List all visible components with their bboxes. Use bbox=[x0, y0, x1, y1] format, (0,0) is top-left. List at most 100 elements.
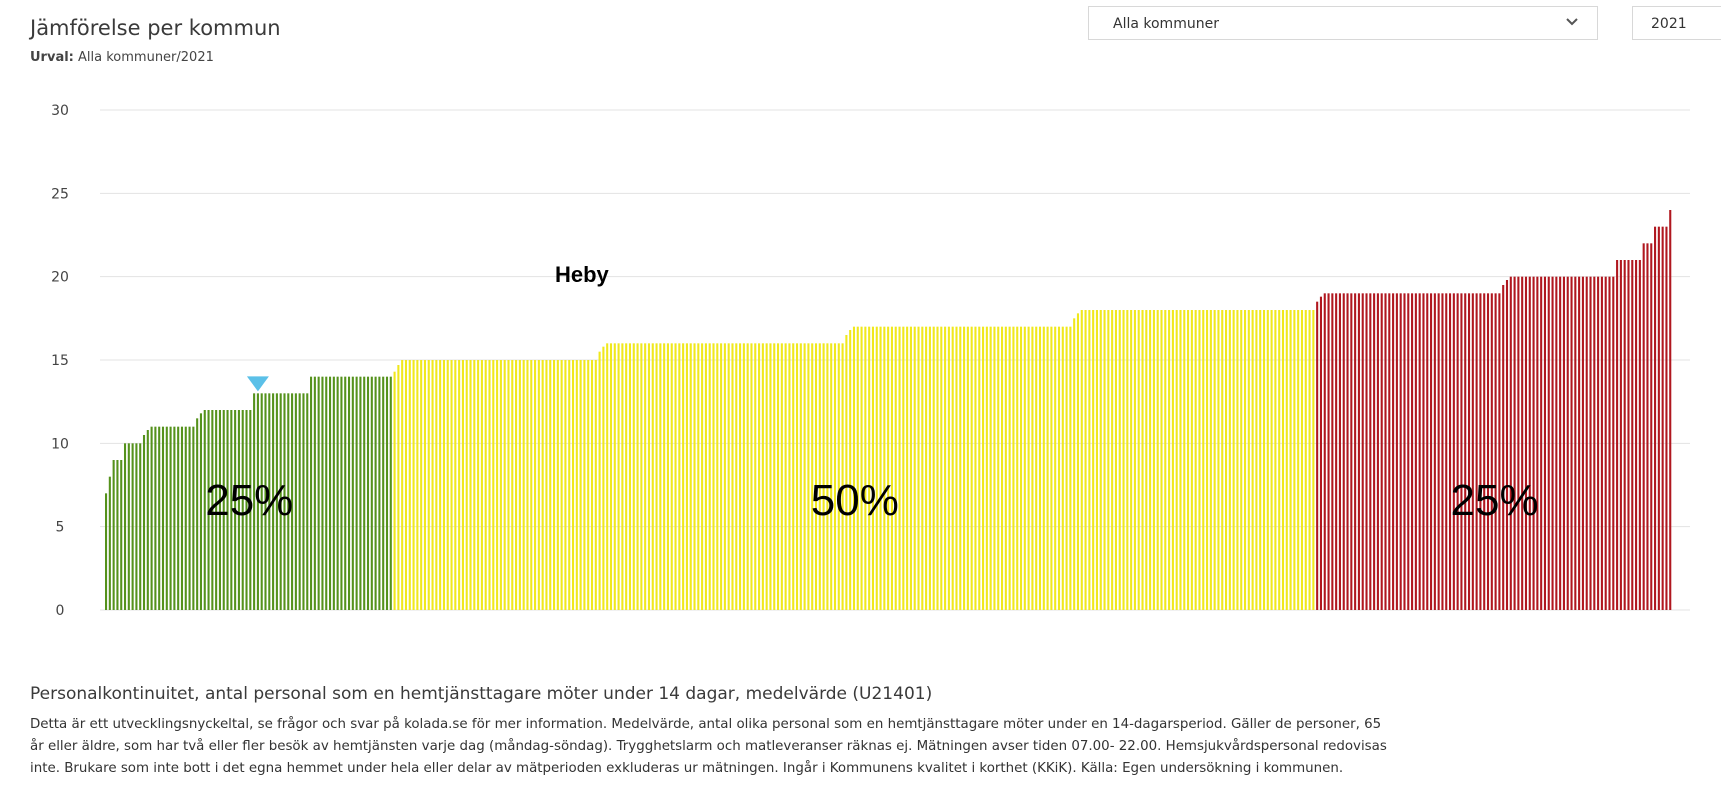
bar bbox=[1156, 310, 1159, 610]
bar bbox=[496, 360, 499, 610]
bar bbox=[1099, 310, 1102, 610]
bar bbox=[894, 326, 897, 610]
bar bbox=[1422, 293, 1425, 610]
bar bbox=[1001, 326, 1004, 610]
bar bbox=[1578, 276, 1581, 610]
bar bbox=[1221, 310, 1224, 610]
bar bbox=[283, 393, 286, 610]
bar bbox=[928, 326, 931, 610]
year-select[interactable]: 2021 bbox=[1632, 6, 1721, 40]
page-title: Jämförelse per kommun bbox=[30, 16, 281, 40]
bar bbox=[192, 426, 195, 610]
bar bbox=[784, 343, 787, 610]
bar bbox=[754, 343, 757, 610]
bar bbox=[1638, 260, 1641, 610]
bar bbox=[674, 343, 677, 610]
bar bbox=[1080, 310, 1083, 610]
bar bbox=[184, 426, 187, 610]
bar bbox=[799, 343, 802, 610]
bar bbox=[1426, 293, 1429, 610]
bar bbox=[925, 326, 928, 610]
bar bbox=[268, 393, 271, 610]
bar bbox=[613, 343, 616, 610]
bar bbox=[420, 360, 423, 610]
bar bbox=[105, 493, 108, 610]
bar bbox=[902, 326, 905, 610]
bar bbox=[913, 326, 916, 610]
bar bbox=[180, 426, 184, 610]
bar bbox=[1555, 276, 1558, 610]
municipality-select-value: Alla kommuner bbox=[1113, 16, 1219, 32]
bar bbox=[1612, 276, 1615, 610]
bar bbox=[1190, 310, 1193, 610]
bar bbox=[704, 343, 707, 610]
bar bbox=[1361, 293, 1364, 610]
bar bbox=[932, 326, 935, 610]
bar bbox=[1600, 276, 1603, 610]
bar bbox=[249, 410, 252, 610]
bar bbox=[196, 418, 199, 610]
bar bbox=[1316, 301, 1319, 610]
bar bbox=[845, 335, 848, 610]
bar bbox=[1433, 293, 1436, 610]
municipality-select[interactable]: Alla kommuner bbox=[1088, 6, 1598, 40]
bar bbox=[1202, 310, 1205, 610]
bar bbox=[298, 393, 301, 610]
bar bbox=[739, 343, 742, 610]
bar bbox=[936, 326, 939, 610]
bar bbox=[1384, 293, 1387, 610]
bar bbox=[1475, 293, 1478, 610]
bar bbox=[188, 426, 191, 610]
bar bbox=[1509, 276, 1512, 610]
bar bbox=[1335, 293, 1338, 610]
bar bbox=[769, 343, 772, 610]
bar bbox=[1373, 293, 1376, 610]
bar bbox=[230, 410, 233, 610]
bar bbox=[868, 326, 871, 610]
bar bbox=[408, 360, 411, 610]
bar bbox=[450, 360, 453, 610]
bar bbox=[818, 343, 821, 610]
bar bbox=[1551, 276, 1554, 610]
bar bbox=[534, 360, 537, 610]
bar bbox=[1581, 276, 1584, 610]
bar bbox=[275, 393, 278, 610]
bar bbox=[1619, 260, 1622, 610]
bar bbox=[1084, 310, 1087, 610]
bar bbox=[135, 443, 138, 610]
bar bbox=[944, 326, 947, 610]
bar bbox=[712, 343, 715, 610]
bar bbox=[146, 430, 149, 610]
bar bbox=[1050, 326, 1053, 610]
bar bbox=[203, 410, 206, 610]
bar bbox=[477, 360, 480, 610]
bar bbox=[921, 326, 924, 610]
bar bbox=[1114, 310, 1117, 610]
bar bbox=[1566, 276, 1569, 610]
bar bbox=[1456, 293, 1459, 610]
bar bbox=[879, 326, 882, 610]
bar bbox=[1107, 310, 1110, 610]
bar bbox=[480, 360, 483, 610]
bar bbox=[511, 360, 514, 610]
bar bbox=[1327, 293, 1330, 610]
bar bbox=[803, 343, 806, 610]
bar bbox=[826, 343, 829, 610]
bar bbox=[1213, 310, 1216, 610]
bar bbox=[849, 330, 852, 610]
bar bbox=[860, 326, 863, 610]
bar bbox=[1243, 310, 1247, 610]
bar bbox=[1232, 310, 1235, 610]
bar bbox=[940, 326, 943, 610]
bar bbox=[1289, 310, 1292, 610]
bar bbox=[150, 426, 153, 610]
bar bbox=[761, 343, 764, 610]
bar bbox=[1251, 310, 1254, 610]
bar bbox=[1380, 293, 1383, 610]
bar bbox=[1259, 310, 1262, 610]
bar bbox=[1460, 293, 1463, 610]
bar bbox=[1589, 276, 1592, 610]
bar bbox=[363, 376, 366, 610]
bar bbox=[541, 360, 544, 610]
bar bbox=[606, 343, 609, 610]
